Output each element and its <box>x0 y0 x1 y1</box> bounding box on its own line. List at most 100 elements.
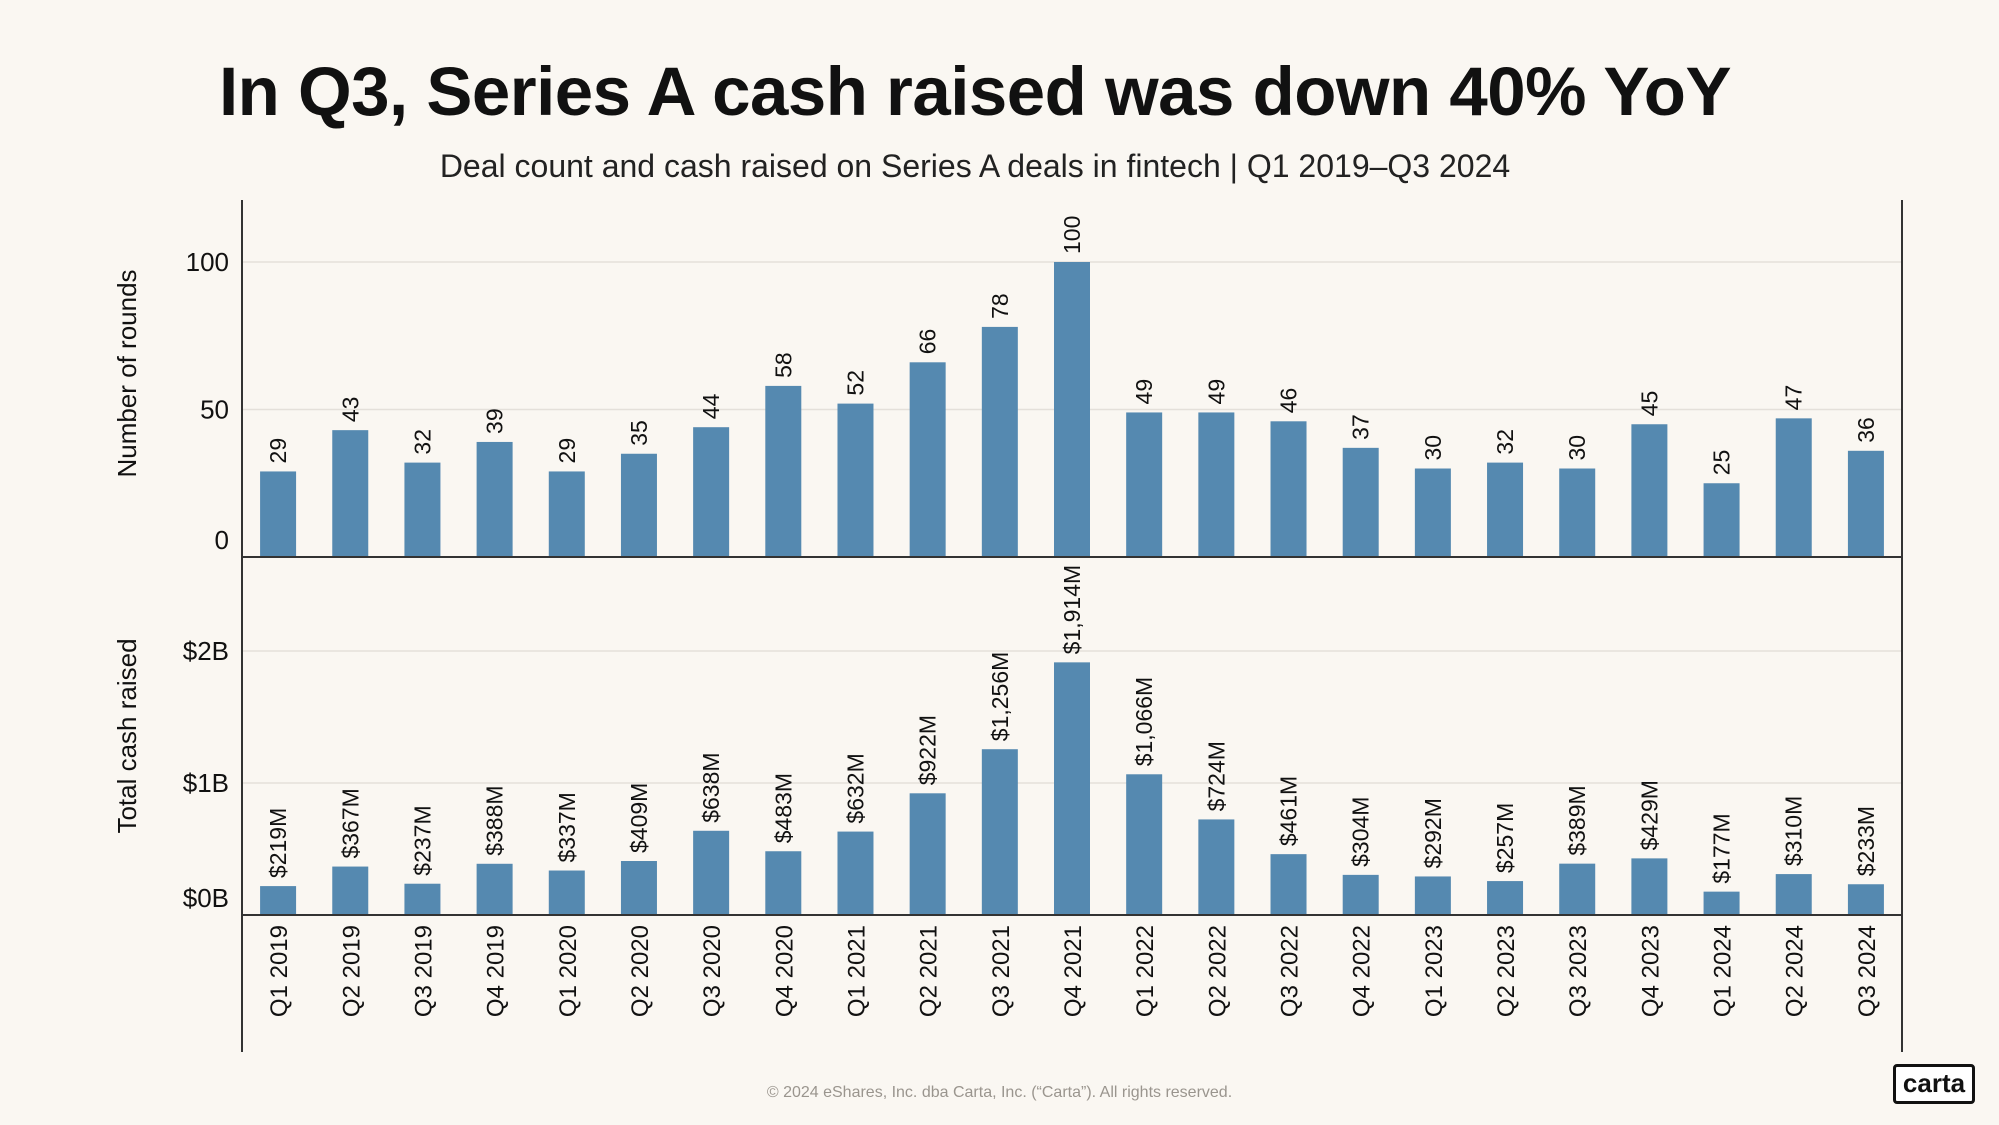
y-tick-label: $1B <box>183 768 229 798</box>
data-label: $429M <box>1636 780 1662 850</box>
data-label: $219M <box>265 808 291 878</box>
x-tick-label: Q4 2023 <box>1637 925 1664 1017</box>
bar <box>1126 774 1163 915</box>
bar <box>620 453 657 557</box>
data-label: $461M <box>1276 776 1302 846</box>
x-tick-label: Q4 2022 <box>1349 925 1376 1017</box>
bar <box>1487 881 1524 915</box>
bar <box>1054 262 1090 557</box>
y-axis-title: Number of rounds <box>112 269 142 477</box>
x-tick-label: Q1 2021 <box>843 925 870 1017</box>
chart-subtitle: Deal count and cash raised on Series A d… <box>439 148 1511 184</box>
x-tick-label: Q3 2019 <box>410 925 437 1017</box>
x-tick-label: Q1 2019 <box>266 925 293 1017</box>
data-label: 46 <box>1276 388 1302 414</box>
bar <box>1631 858 1668 915</box>
data-label: $233M <box>1853 806 1879 876</box>
data-label: 39 <box>482 408 508 434</box>
y-tick-label: 50 <box>200 395 229 425</box>
bar <box>1270 854 1307 915</box>
data-label: 43 <box>337 397 363 423</box>
data-label: $1,914M <box>1059 565 1085 655</box>
bar <box>981 326 1018 557</box>
bar <box>1775 874 1812 915</box>
data-label: $638M <box>698 752 724 822</box>
bar <box>1054 662 1090 915</box>
y-axis-title: Total cash raised <box>112 638 142 833</box>
data-label: $483M <box>770 773 796 843</box>
x-tick-label: Q1 2020 <box>555 925 582 1017</box>
x-tick-label: Q4 2021 <box>1060 925 1087 1017</box>
bar <box>1342 447 1379 557</box>
x-tick-label: Q1 2023 <box>1421 925 1448 1017</box>
data-label: 32 <box>1492 429 1518 455</box>
data-label: 29 <box>265 438 291 464</box>
bar <box>1559 468 1596 557</box>
data-label: 30 <box>1420 435 1446 461</box>
x-tick-label: Q2 2019 <box>338 925 365 1017</box>
bar <box>909 362 946 557</box>
bar <box>1198 412 1235 557</box>
data-label: $1,066M <box>1131 677 1157 767</box>
bar <box>765 385 802 557</box>
data-label: $724M <box>1203 741 1229 811</box>
bar <box>765 851 802 915</box>
bar <box>1487 462 1524 557</box>
bar <box>548 471 585 557</box>
y-tick-label: $0B <box>183 883 229 913</box>
bar <box>476 863 513 915</box>
data-label: $367M <box>337 788 363 858</box>
data-label: $257M <box>1492 803 1518 873</box>
x-tick-label: Q4 2019 <box>483 925 510 1017</box>
data-label: $409M <box>626 783 652 853</box>
data-label: $310M <box>1781 796 1807 866</box>
data-label: 32 <box>409 429 435 455</box>
x-tick-label: Q1 2024 <box>1710 925 1737 1017</box>
data-label: 49 <box>1203 379 1229 405</box>
data-label: $388M <box>482 785 508 855</box>
bar <box>1775 418 1812 557</box>
bar <box>981 749 1018 915</box>
bar <box>1198 819 1235 915</box>
data-label: 58 <box>770 352 796 378</box>
bar <box>837 403 874 557</box>
x-tick-label: Q2 2021 <box>916 925 943 1017</box>
bar <box>1126 412 1163 557</box>
bar <box>260 471 297 557</box>
data-label: 100 <box>1059 216 1085 254</box>
chart-title: In Q3, Series A cash raised was down 40%… <box>219 53 1731 130</box>
copyright-footer: © 2024 eShares, Inc. dba Carta, Inc. (“C… <box>766 1084 1233 1101</box>
bar <box>332 430 369 557</box>
bar <box>404 462 441 557</box>
y-tick-label: $2B <box>183 636 229 666</box>
data-label: 37 <box>1348 414 1374 440</box>
bar <box>1847 450 1884 557</box>
bar <box>693 830 730 915</box>
x-tick-label: Q2 2023 <box>1493 925 1520 1017</box>
bar <box>1270 421 1307 557</box>
bar <box>909 793 946 915</box>
bar <box>548 870 585 915</box>
data-label: 30 <box>1564 435 1590 461</box>
data-label: 36 <box>1853 417 1879 443</box>
data-label: $389M <box>1564 785 1590 855</box>
data-label: $632M <box>842 753 868 823</box>
y-tick-label: 0 <box>215 525 229 555</box>
data-label: $304M <box>1348 797 1374 867</box>
bar <box>332 866 369 915</box>
bar <box>1559 863 1596 915</box>
data-label: 78 <box>987 293 1013 319</box>
data-label: 52 <box>842 370 868 396</box>
data-label: 25 <box>1709 450 1735 476</box>
x-tick-label: Q3 2021 <box>988 925 1015 1017</box>
x-tick-label: Q3 2022 <box>1277 925 1304 1017</box>
data-label: $292M <box>1420 798 1446 868</box>
data-label: $237M <box>409 805 435 875</box>
bar <box>1631 424 1668 557</box>
data-label: $922M <box>915 715 941 785</box>
data-label: 66 <box>915 329 941 355</box>
data-label: $337M <box>554 792 580 862</box>
data-label: $1,256M <box>987 652 1013 742</box>
bar <box>837 831 874 915</box>
